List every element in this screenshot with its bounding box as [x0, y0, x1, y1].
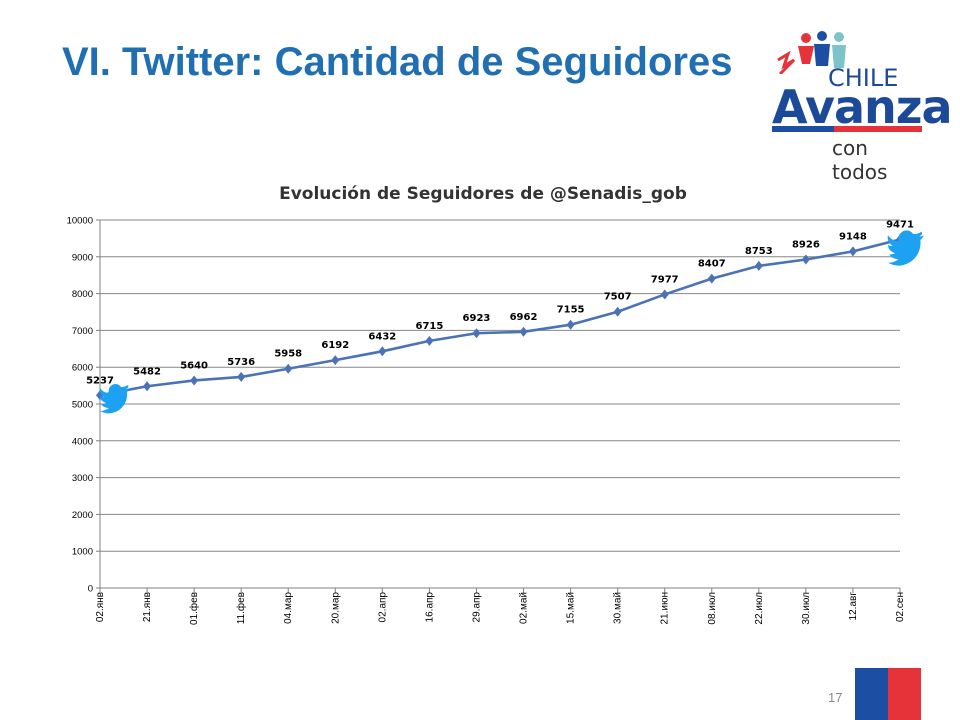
- twitter-bird-icon: [887, 230, 924, 266]
- data-labels: 5237 5482 5640 5736 5958 6192 6432 6715 6923 6962…: [86, 219, 914, 386]
- x-tick-label: 02.янв: [95, 592, 106, 622]
- y-tick-label: 1000: [72, 547, 93, 558]
- data-label: 8753: [745, 246, 773, 257]
- x-tick-label: 08.июл: [707, 592, 718, 625]
- data-point: [660, 289, 669, 300]
- y-tick-label: 4000: [72, 436, 93, 447]
- x-tick-label: 29.апр: [471, 592, 482, 623]
- y-tick-label: 6000: [72, 363, 93, 374]
- x-tick-label: 22.июл: [754, 592, 765, 625]
- data-point: [848, 246, 857, 257]
- data-label: 5482: [133, 366, 161, 377]
- data-label: 5640: [180, 360, 208, 371]
- data-point: [801, 254, 810, 265]
- y-tick-label: 2000: [72, 510, 93, 521]
- data-label: 7155: [557, 305, 585, 316]
- chile-avanza-logo: CHILE Avanza con todos: [768, 30, 953, 184]
- x-tick-label: 02.май: [519, 592, 530, 624]
- data-point: [754, 260, 763, 271]
- data-label: 6962: [510, 312, 538, 323]
- chart-series: [96, 234, 904, 401]
- x-axis-ticks: 02.янв 21.янв 01.фев 11.фев 04.мар 20.мар 02.а…: [95, 588, 906, 625]
- y-tick-label: 3000: [72, 473, 93, 484]
- x-tick-label: 30.июл: [801, 592, 812, 625]
- x-tick-label: 02.апр: [377, 592, 388, 623]
- logo-blue-bar: [772, 126, 834, 132]
- data-label: 8407: [698, 259, 726, 270]
- y-tick-label: 10000: [67, 216, 93, 227]
- data-label: 8926: [792, 240, 820, 251]
- y-tick-label: 9000: [72, 252, 93, 263]
- y-tick-label: 8000: [72, 289, 93, 300]
- data-label: 9148: [839, 231, 867, 242]
- x-tick-label: 30.май: [613, 592, 624, 624]
- x-tick-label: 01.фев: [188, 592, 200, 625]
- x-tick-label: 16.апр: [424, 592, 435, 623]
- data-label: 9471: [886, 219, 914, 230]
- data-point: [237, 371, 246, 382]
- flag-blue-block: [855, 668, 888, 720]
- data-point: [284, 363, 293, 374]
- data-label: 5736: [227, 357, 255, 368]
- data-label: 6432: [368, 331, 396, 342]
- x-tick-label: 15.май: [566, 592, 577, 624]
- children-figures-icon: [777, 31, 846, 74]
- data-point: [566, 319, 575, 330]
- data-label: 6192: [321, 340, 349, 351]
- data-label: 6923: [463, 313, 491, 324]
- data-point: [519, 326, 528, 337]
- data-point: [425, 335, 434, 346]
- y-axis-ticks: 0 1000 2000 3000 4000 5000 6000 7000 8000 9000 100…: [67, 216, 100, 595]
- data-point: [472, 328, 481, 339]
- x-tick-label: 04.мар: [283, 592, 294, 624]
- x-tick-label: 02.сен: [895, 592, 906, 622]
- data-point: [378, 346, 387, 357]
- data-point: [613, 306, 622, 317]
- y-tick-label: 0: [88, 584, 93, 595]
- data-label: 7977: [651, 274, 679, 285]
- data-label: 6715: [415, 321, 443, 332]
- series-line: [99, 238, 901, 397]
- y-tick-label: 7000: [72, 326, 93, 337]
- y-tick-label: 5000: [72, 400, 93, 411]
- data-label: 5958: [274, 349, 302, 360]
- logo-tagline: con todos: [832, 136, 888, 184]
- data-point: [331, 355, 340, 366]
- x-tick-label: 21.июн: [660, 592, 671, 625]
- page-number: 17: [828, 690, 843, 705]
- data-point: [143, 381, 152, 392]
- x-tick-label: 12.авг: [848, 592, 859, 621]
- data-point: [707, 273, 716, 284]
- data-point: [190, 375, 199, 386]
- logo-chile-text: CHILE: [828, 64, 899, 92]
- x-tick-label: 20.мар: [330, 592, 341, 624]
- chart-gridlines: [99, 219, 900, 589]
- chart-title: Evolución de Seguidores de @Senadis_gob: [279, 184, 687, 204]
- data-label: 7507: [604, 292, 632, 303]
- x-tick-label: 21.янв: [142, 592, 153, 622]
- logo-red-bar: [834, 126, 922, 132]
- twitter-bird-icon: [99, 383, 130, 414]
- corner-flag-decoration: [855, 668, 921, 720]
- x-tick-label: 11.фев: [235, 592, 247, 624]
- slide-title: VI. Twitter: Cantidad de Seguidores: [62, 40, 733, 84]
- data-label: 5237: [86, 375, 114, 386]
- flag-red-block: [888, 668, 921, 720]
- logo-avanza-text: Avanza: [772, 80, 953, 134]
